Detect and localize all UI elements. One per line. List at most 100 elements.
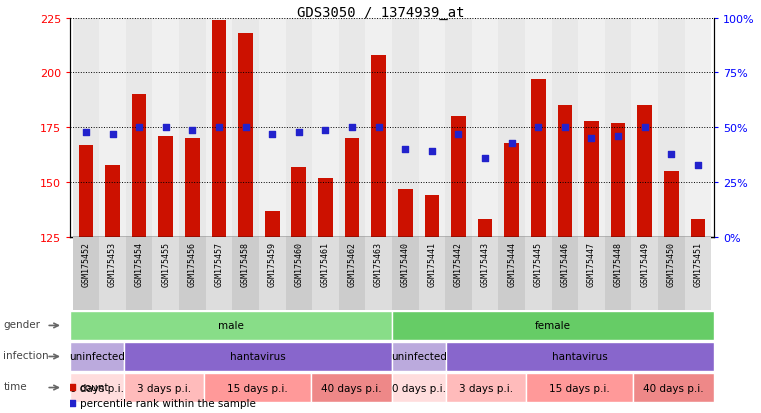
Bar xyxy=(552,19,578,237)
Point xyxy=(186,127,199,133)
Bar xyxy=(152,19,179,237)
Bar xyxy=(259,237,285,310)
Text: GSM175458: GSM175458 xyxy=(241,241,250,286)
Bar xyxy=(179,237,205,310)
Bar xyxy=(446,373,526,402)
Bar xyxy=(531,80,546,413)
Bar xyxy=(446,342,714,371)
Bar xyxy=(605,237,632,310)
Bar xyxy=(99,237,126,310)
Text: GSM175460: GSM175460 xyxy=(295,241,304,286)
Bar xyxy=(685,237,712,310)
Point xyxy=(80,129,92,136)
Bar xyxy=(132,95,147,413)
Bar xyxy=(126,19,152,237)
Text: hantavirus: hantavirus xyxy=(552,351,607,362)
Text: female: female xyxy=(535,320,571,331)
Text: hantavirus: hantavirus xyxy=(230,351,285,362)
Point xyxy=(505,140,517,147)
Bar xyxy=(526,373,633,402)
Bar xyxy=(632,19,658,237)
Text: GSM175444: GSM175444 xyxy=(507,241,516,286)
Bar xyxy=(611,123,626,413)
Bar xyxy=(552,237,578,310)
Bar xyxy=(312,19,339,237)
Bar xyxy=(123,373,204,402)
Bar xyxy=(78,145,94,413)
Point xyxy=(425,149,438,155)
Bar xyxy=(505,143,519,413)
Point xyxy=(160,125,172,131)
Text: GSM175451: GSM175451 xyxy=(693,241,702,286)
Bar xyxy=(498,237,525,310)
Bar xyxy=(578,237,605,310)
Bar xyxy=(632,237,658,310)
Point xyxy=(240,125,252,131)
Bar xyxy=(685,19,712,237)
Bar xyxy=(392,373,446,402)
Point xyxy=(612,133,624,140)
Bar xyxy=(472,19,498,237)
Bar xyxy=(445,237,472,310)
Point xyxy=(399,147,411,153)
Bar xyxy=(232,237,259,310)
Bar xyxy=(70,373,123,402)
Text: GSM175456: GSM175456 xyxy=(188,241,197,286)
Text: time: time xyxy=(3,381,27,391)
Point xyxy=(479,155,491,162)
Text: 15 days p.i.: 15 days p.i. xyxy=(549,382,610,393)
Bar xyxy=(179,19,205,237)
Bar xyxy=(664,172,679,413)
Bar xyxy=(445,19,472,237)
Point xyxy=(373,125,385,131)
Point xyxy=(133,125,145,131)
Bar xyxy=(126,237,152,310)
Text: GSM175450: GSM175450 xyxy=(667,241,676,286)
Point xyxy=(346,125,358,131)
Bar xyxy=(633,373,714,402)
Bar xyxy=(365,19,392,237)
Bar xyxy=(392,19,419,237)
Point xyxy=(320,127,332,133)
Text: GSM175449: GSM175449 xyxy=(640,241,649,286)
Bar xyxy=(419,19,445,237)
Bar xyxy=(232,19,259,237)
Bar xyxy=(212,21,226,413)
Text: GSM175446: GSM175446 xyxy=(560,241,569,286)
Bar xyxy=(238,34,253,413)
Point xyxy=(272,194,284,201)
Bar xyxy=(285,19,312,237)
Bar xyxy=(392,342,446,371)
Text: GSM175453: GSM175453 xyxy=(108,241,117,286)
Bar xyxy=(425,196,439,413)
Bar xyxy=(72,237,99,310)
Point xyxy=(585,135,597,142)
Point xyxy=(559,125,571,131)
Bar xyxy=(339,237,365,310)
Bar xyxy=(205,237,232,310)
Bar xyxy=(525,237,552,310)
Bar xyxy=(690,220,705,413)
Bar xyxy=(472,237,498,310)
Text: GSM175463: GSM175463 xyxy=(374,241,383,286)
Bar xyxy=(158,137,173,413)
Text: GSM175448: GSM175448 xyxy=(613,241,622,286)
Text: percentile rank within the sample: percentile rank within the sample xyxy=(80,398,256,408)
Bar xyxy=(584,121,599,413)
Text: 40 days p.i.: 40 days p.i. xyxy=(321,382,382,393)
Text: GSM175447: GSM175447 xyxy=(587,241,596,286)
Text: GSM175442: GSM175442 xyxy=(454,241,463,286)
Text: GSM175443: GSM175443 xyxy=(480,241,489,286)
Text: GSM175452: GSM175452 xyxy=(81,241,91,286)
Bar xyxy=(392,311,714,340)
Text: 0 days p.i.: 0 days p.i. xyxy=(392,382,446,393)
Bar xyxy=(152,237,179,310)
Point xyxy=(266,131,279,138)
Point xyxy=(107,131,119,138)
Bar xyxy=(311,373,392,402)
Point xyxy=(293,129,305,136)
Bar xyxy=(123,342,392,371)
Point xyxy=(638,125,651,131)
Bar xyxy=(558,106,572,413)
Text: 15 days p.i.: 15 days p.i. xyxy=(228,382,288,393)
